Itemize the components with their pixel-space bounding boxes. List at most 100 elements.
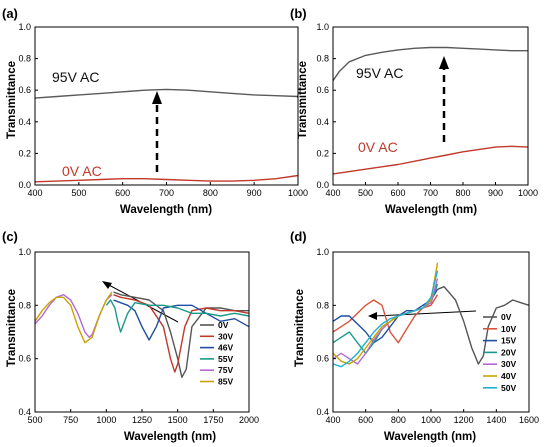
x-tick-label: 400 xyxy=(325,415,340,425)
x-tick-label: 500 xyxy=(71,188,86,198)
x-tick-label: 800 xyxy=(391,415,406,425)
y-tick-label: 0.0 xyxy=(316,180,329,190)
legend-label: 55V xyxy=(218,354,233,364)
series-line-50v xyxy=(332,270,439,368)
annotation-95v: 95V AC xyxy=(52,69,99,85)
arrow-head xyxy=(102,281,112,289)
x-tick-label: 500 xyxy=(27,415,42,425)
x-tick-label: 400 xyxy=(27,188,42,198)
y-tick-label: 0.4 xyxy=(316,117,329,127)
y-tick-label: 0.6 xyxy=(316,85,329,95)
x-axis-label: Wavelength (nm) xyxy=(385,204,477,216)
x-axis-label: Wavelength (nm) xyxy=(120,204,212,216)
x-tick-label: 2000 xyxy=(239,415,259,425)
series-line-30v xyxy=(113,294,250,373)
annotation-95v: 95V AC xyxy=(356,65,403,81)
legend-label: 30V xyxy=(501,359,516,369)
arrow-head xyxy=(368,312,377,320)
panel-d: (d) Transmittance Wavelength (nm) 400 600… xyxy=(290,229,539,443)
plot-frame xyxy=(332,251,530,413)
y-tick-label: 0.6 xyxy=(316,354,329,364)
x-tick-label: 1000 xyxy=(518,188,538,198)
x-tick-label: 600 xyxy=(390,188,405,198)
series-line-95v-ac xyxy=(332,46,528,82)
series-line-10v xyxy=(332,294,439,344)
x-tick-label: 800 xyxy=(455,188,470,198)
y-tick-label: 0.6 xyxy=(18,85,31,95)
series-line-0v xyxy=(437,286,530,365)
y-tick-label: 0.8 xyxy=(18,54,31,64)
y-axis-label: Transmittance xyxy=(6,289,18,367)
x-tick-label: 1200 xyxy=(454,415,474,425)
legend-label: 20V xyxy=(501,347,516,357)
panel-c: (c) Transmittance Wavelength (nm) 500 750… xyxy=(2,229,259,443)
legend-label: 46V xyxy=(218,343,233,353)
plot-frame xyxy=(34,251,250,413)
y-tick-label: 0.6 xyxy=(18,354,31,364)
series-line-0v-ac xyxy=(332,145,529,175)
y-axis-label: Transmittance xyxy=(297,61,309,139)
y-tick-label: 1.0 xyxy=(18,247,31,257)
y-tick-label: 0.2 xyxy=(18,148,31,158)
legend-label: 40V xyxy=(501,371,516,381)
legend-label: 85V xyxy=(218,377,233,387)
y-tick-label: 0.2 xyxy=(316,148,329,158)
x-tick-label: 900 xyxy=(488,188,503,198)
legend-label: 15V xyxy=(501,336,516,346)
series-line-20v xyxy=(332,283,439,354)
x-tick-label: 1600 xyxy=(519,415,539,425)
y-tick-label: 0.4 xyxy=(18,117,31,127)
arrow-head xyxy=(439,56,449,69)
y-tick-label: 0.4 xyxy=(18,407,31,417)
series-line-55v xyxy=(105,299,250,333)
annotation-0v: 0V AC xyxy=(62,163,102,179)
panel-label: (b) xyxy=(290,6,307,21)
x-tick-label: 600 xyxy=(115,188,130,198)
x-tick-label: 1000 xyxy=(288,188,308,198)
x-tick-label: 900 xyxy=(247,188,262,198)
legend-label: 0V xyxy=(501,312,512,322)
y-tick-label: 0.8 xyxy=(18,300,31,310)
x-tick-label: 500 xyxy=(358,188,373,198)
legend-label: 0V xyxy=(218,320,229,330)
series-line-95v-ac xyxy=(34,88,299,99)
y-axis-label: Transmittance xyxy=(294,289,306,367)
legend-label: 30V xyxy=(218,331,233,341)
x-tick-label: 1750 xyxy=(203,415,223,425)
x-tick-label: 700 xyxy=(159,188,174,198)
y-tick-label: 0.8 xyxy=(316,300,329,310)
series-line-15v xyxy=(332,288,439,344)
y-tick-label: 1.0 xyxy=(316,247,329,257)
series-line-0v xyxy=(113,291,249,378)
panel-label: (a) xyxy=(2,6,18,21)
plot-frame xyxy=(34,26,299,186)
legend-label: 10V xyxy=(501,324,516,334)
x-axis-label: Wavelength (nm) xyxy=(124,431,216,443)
x-tick-label: 1000 xyxy=(96,415,116,425)
y-tick-label: 0.4 xyxy=(316,407,329,417)
y-tick-label: 0.8 xyxy=(316,54,329,64)
x-tick-label: 1400 xyxy=(486,415,506,425)
legend-label: 75V xyxy=(218,365,233,375)
x-tick-label: 1250 xyxy=(132,415,152,425)
x-tick-label: 800 xyxy=(203,188,218,198)
arrow-head xyxy=(152,91,162,104)
series-line-75v xyxy=(34,294,113,338)
y-tick-label: 1.0 xyxy=(316,22,329,32)
x-tick-label: 1000 xyxy=(421,415,441,425)
x-tick-label: 700 xyxy=(423,188,438,198)
y-axis-label: Transmittance xyxy=(6,61,18,139)
series-line-0v-ac xyxy=(34,174,299,183)
panel-a: (a) Transmittance Wavelength (nm) 95V AC… xyxy=(2,6,308,216)
panel-b: (b) Transmittance Wavelength (nm) 95V AC… xyxy=(290,6,538,216)
x-tick-label: 1500 xyxy=(168,415,188,425)
legend-label: 50V xyxy=(501,383,516,393)
x-tick-label: 750 xyxy=(63,415,78,425)
panel-label: (c) xyxy=(2,229,18,244)
trend-arrow xyxy=(374,310,477,317)
y-tick-label: 1.0 xyxy=(18,22,31,32)
x-tick-label: 600 xyxy=(358,415,373,425)
panel-label: (d) xyxy=(290,229,307,244)
y-tick-label: 0.0 xyxy=(18,180,31,190)
